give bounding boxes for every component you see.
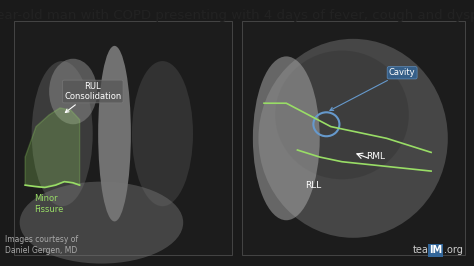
- Ellipse shape: [253, 56, 319, 220]
- Ellipse shape: [20, 182, 183, 264]
- Text: RML: RML: [366, 152, 385, 161]
- Ellipse shape: [32, 61, 93, 206]
- Text: RUL
Consolidation: RUL Consolidation: [64, 82, 121, 113]
- Text: .org: .org: [444, 245, 463, 255]
- Ellipse shape: [49, 59, 97, 124]
- Text: IM: IM: [429, 245, 442, 255]
- Text: Cavity: Cavity: [330, 68, 415, 110]
- Ellipse shape: [258, 39, 448, 238]
- Text: Minor
Fissure: Minor Fissure: [34, 194, 63, 214]
- Bar: [242, 21, 465, 255]
- Text: 54-year-old man with COPD presenting with 4 days of fever, cough and dyspnea.: 54-year-old man with COPD presenting wit…: [0, 9, 474, 22]
- Polygon shape: [25, 108, 80, 188]
- Text: teach: teach: [412, 245, 440, 255]
- Ellipse shape: [98, 46, 131, 221]
- Text: Images courtesy of
Daniel Gergen, MD: Images courtesy of Daniel Gergen, MD: [5, 235, 78, 255]
- Bar: [14, 21, 232, 255]
- Text: RLL: RLL: [305, 181, 321, 190]
- Ellipse shape: [132, 61, 193, 206]
- Ellipse shape: [275, 51, 409, 179]
